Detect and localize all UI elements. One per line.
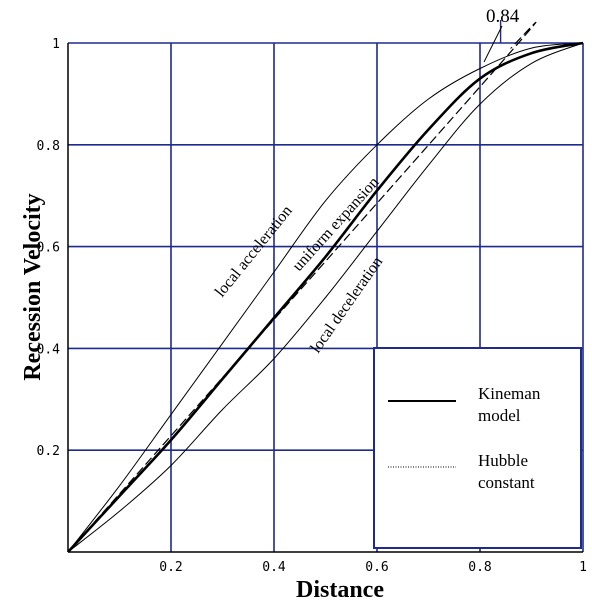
x-tick-label: 0.8 — [468, 560, 491, 575]
annotation-0-84: 0.84 — [486, 6, 520, 27]
y-axis-title: Recession Velocity — [20, 193, 46, 380]
legend-label-hubble-line2: constant — [478, 473, 535, 492]
legend-box — [374, 348, 581, 548]
legend-label-kineman-line2: model — [478, 406, 521, 425]
x-tick-label: 0.4 — [262, 560, 286, 575]
y-tick-label: 0.2 — [37, 444, 60, 459]
annotation-leader-line — [484, 26, 502, 62]
y-tick-label: 1 — [52, 37, 60, 52]
x-axis-title: Distance — [296, 577, 384, 603]
x-tick-label: 0.6 — [365, 560, 388, 575]
x-tick-label: 1 — [579, 560, 587, 575]
curve-label-local-acceleration: local acceleration — [212, 202, 296, 300]
legend-label-hubble-line1: Hubble — [478, 451, 528, 470]
legend-label-kineman-line1: Kineman — [478, 384, 541, 403]
y-tick-label: 0.8 — [37, 139, 60, 154]
x-tick-label: 0.2 — [159, 560, 182, 575]
legend: Kineman model Hubble constant — [374, 348, 581, 548]
